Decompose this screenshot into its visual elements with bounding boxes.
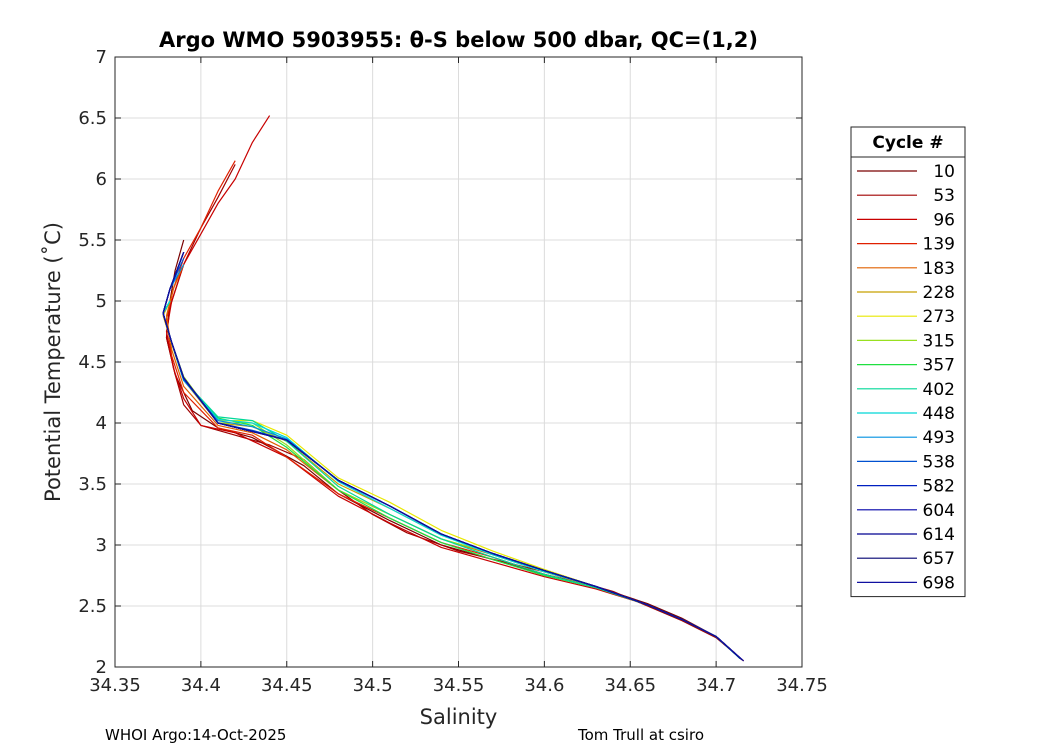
legend-label-493: 493	[923, 428, 955, 448]
x-tick-label: 34.65	[604, 675, 656, 696]
legend-label-357: 357	[923, 356, 955, 376]
footer-date: WHOI Argo:14-Oct-2025	[105, 726, 287, 744]
legend-title: Cycle #	[872, 133, 943, 153]
legend-label-698: 698	[923, 573, 955, 593]
legend-label-402: 402	[923, 380, 955, 400]
legend-label-657: 657	[923, 549, 955, 569]
legend-label-273: 273	[923, 307, 955, 327]
x-tick-label: 34.55	[433, 675, 485, 696]
legend-label-582: 582	[923, 477, 955, 497]
y-tick-label: 4	[96, 413, 107, 434]
y-tick-label: 3.5	[78, 474, 107, 495]
legend-label-315: 315	[923, 331, 955, 351]
legend-label-139: 139	[923, 235, 955, 255]
x-tick-label: 34.5	[353, 675, 393, 696]
y-axis-label: Potential Temperature (˚C)	[41, 222, 65, 502]
legend-label-183: 183	[923, 259, 955, 279]
y-tick-label: 2	[96, 657, 107, 678]
x-axis-label: Salinity	[420, 705, 498, 729]
legend-label-448: 448	[923, 404, 955, 424]
legend-label-604: 604	[923, 501, 955, 521]
chart-title: Argo WMO 5903955: θ-S below 500 dbar, QC…	[159, 28, 758, 52]
y-tick-label: 4.5	[78, 352, 107, 373]
y-tick-label: 7	[96, 47, 107, 68]
legend-label-96: 96	[933, 210, 955, 230]
legend-label-53: 53	[933, 186, 955, 206]
series-line-698	[162, 251, 744, 662]
x-tick-label: 34.4	[181, 675, 221, 696]
legend: Cycle # 10 53 96 139 183 228 273 315 357 402 448 493…	[850, 126, 966, 598]
legend-box	[850, 126, 966, 598]
y-ticks: 2 2.5 3 3.5 4 4.5 5 5.5 6 6.5 7	[78, 47, 802, 678]
x-tick-label: 34.35	[89, 675, 141, 696]
x-tick-label: 34.7	[696, 675, 736, 696]
y-tick-label: 6.5	[78, 108, 107, 129]
series-lines	[162, 115, 744, 662]
footer-author: Tom Trull at csiro	[578, 726, 704, 744]
legend-label-228: 228	[923, 283, 955, 303]
series-line-96	[165, 115, 743, 661]
x-ticks: 34.35 34.4 34.45 34.5 34.55 34.6 34.65 34.7 34.7…	[89, 57, 828, 696]
x-tick-label: 34.75	[776, 675, 828, 696]
legend-label-538: 538	[923, 452, 955, 472]
legend-label-614: 614	[923, 525, 955, 545]
x-tick-label: 34.45	[261, 675, 313, 696]
y-tick-label: 3	[96, 535, 107, 556]
legend-label-10: 10	[933, 162, 955, 182]
y-tick-label: 5.5	[78, 230, 107, 251]
y-tick-label: 2.5	[78, 596, 107, 617]
x-tick-label: 34.6	[524, 675, 564, 696]
y-tick-label: 6	[96, 169, 107, 190]
y-tick-label: 5	[96, 291, 107, 312]
